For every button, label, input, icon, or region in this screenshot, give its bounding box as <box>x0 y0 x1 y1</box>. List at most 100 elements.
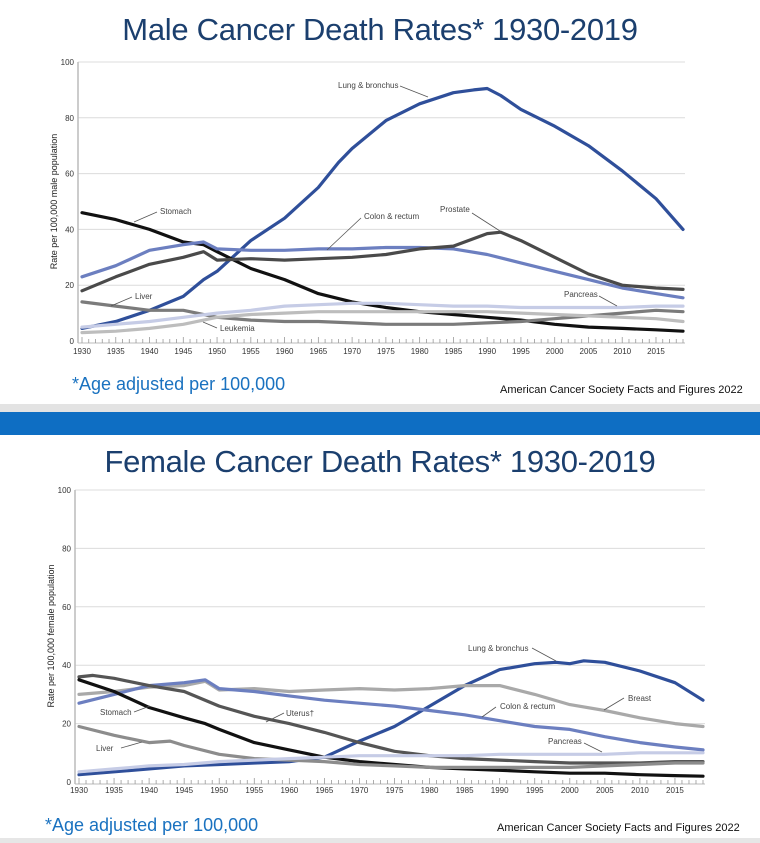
x-tick-label: 1935 <box>105 786 123 795</box>
y-tick-label: 60 <box>65 170 74 179</box>
y-tick-label: 0 <box>67 778 72 787</box>
series-line-pancreas <box>80 301 685 329</box>
female-chart-title: Female Cancer Death Rates* 1930-2019 <box>104 444 656 479</box>
series-line-lung-bronchus <box>77 659 705 777</box>
x-tick-label: 2015 <box>666 786 684 795</box>
x-tick-label: 1955 <box>242 347 260 356</box>
annotation-label: Leukemia <box>220 324 255 333</box>
annotation-leader-line <box>133 705 151 713</box>
x-tick-label: 1995 <box>526 786 544 795</box>
x-tick-label: 2000 <box>546 347 564 356</box>
x-tick-label: 1930 <box>70 786 88 795</box>
bottom-divider <box>0 838 760 843</box>
y-tick-label: 40 <box>65 225 74 234</box>
y-tick-label: 100 <box>58 486 72 495</box>
male-age-adjusted-footnote: *Age adjusted per 100,000 <box>72 374 286 394</box>
series-line-pancreas <box>77 751 705 774</box>
y-tick-label: 60 <box>62 603 71 612</box>
x-tick-label: 1965 <box>315 786 333 795</box>
divider-gray-band <box>0 404 760 412</box>
annotation-leader-line <box>133 211 158 223</box>
annotation-label: Colon & rectum <box>364 212 419 221</box>
female-age-adjusted-footnote: *Age adjusted per 100,000 <box>45 815 259 835</box>
x-tick-label: 1995 <box>512 347 530 356</box>
divider-blue-band <box>0 412 760 435</box>
x-tick-label: 1975 <box>386 786 404 795</box>
x-tick-label: 1960 <box>276 347 294 356</box>
annotation-label: Stomach <box>100 708 132 717</box>
annotation-label: Lung & bronchus <box>338 81 399 90</box>
x-tick-label: 1960 <box>280 786 298 795</box>
x-tick-label: 1935 <box>107 347 125 356</box>
series-line-breast <box>77 679 705 729</box>
y-axis-label: Rate per 100,000 male population <box>49 134 59 270</box>
annotation-label: Liver <box>96 744 114 753</box>
series-line-leukemia <box>80 310 685 335</box>
y-tick-label: 20 <box>65 281 74 290</box>
annotation-leader-line <box>326 217 362 251</box>
x-tick-label: 1980 <box>411 347 429 356</box>
x-tick-label: 1940 <box>141 347 159 356</box>
y-tick-label: 20 <box>62 720 71 729</box>
annotation-leader-line <box>471 212 501 232</box>
annotation-leader-line <box>265 712 285 723</box>
x-tick-label: 1990 <box>478 347 496 356</box>
x-tick-label: 2010 <box>613 347 631 356</box>
y-tick-label: 40 <box>62 661 71 670</box>
annotation-leader-line <box>583 742 603 753</box>
series-line-prostate <box>80 230 685 293</box>
annotation-label: Stomach <box>160 207 192 216</box>
annotation-label: Breast <box>628 694 652 703</box>
x-tick-label: 1950 <box>208 347 226 356</box>
x-tick-label: 1975 <box>377 347 395 356</box>
annotation-label: Lung & bronchus <box>468 644 529 653</box>
x-tick-label: 1980 <box>421 786 439 795</box>
x-tick-label: 1930 <box>73 347 91 356</box>
annotation-label: Uterus† <box>286 709 314 718</box>
x-tick-label: 1945 <box>175 786 193 795</box>
series-line-uterus <box>77 673 705 765</box>
x-tick-label: 1955 <box>245 786 263 795</box>
y-axis-label: Rate per 100,000 female population <box>46 564 56 707</box>
annotation-leader-line <box>399 85 429 98</box>
annotation-label: Colon & rectum <box>500 702 555 711</box>
annotation-label: Liver <box>135 292 153 301</box>
annotation-leader-line <box>603 697 625 711</box>
series-line-colon-rectum <box>80 240 685 300</box>
male-chart-title: Male Cancer Death Rates* 1930-2019 <box>122 12 638 47</box>
x-tick-label: 1985 <box>456 786 474 795</box>
x-tick-label: 1940 <box>140 786 158 795</box>
y-tick-label: 0 <box>70 337 75 346</box>
series-line-colon-rectum <box>77 678 705 752</box>
series-line-stomach <box>77 678 705 778</box>
male-death-rate-chart: 0 20 40 60 80 100 1930 1935 1940 1945 1950 1955 1960… <box>49 58 685 356</box>
series-line-liver <box>77 724 705 770</box>
series-line-lung-bronchus <box>80 86 685 330</box>
annotation-leader-line <box>481 706 497 718</box>
annotation-leader-line <box>120 741 143 749</box>
x-tick-label: 1970 <box>351 786 369 795</box>
annotation-label: Prostate <box>440 205 470 214</box>
x-tick-label: 1985 <box>445 347 463 356</box>
y-tick-label: 100 <box>61 58 75 67</box>
x-tick-label: 2015 <box>647 347 665 356</box>
y-tick-label: 80 <box>62 544 71 553</box>
x-tick-label: 1990 <box>491 786 509 795</box>
annotation-leader-line <box>110 296 133 307</box>
x-tick-label: 2010 <box>631 786 649 795</box>
y-tick-label: 80 <box>65 114 74 123</box>
female-source-credit: American Cancer Society Facts and Figure… <box>497 822 740 834</box>
x-tick-label: 2000 <box>561 786 579 795</box>
x-tick-label: 2005 <box>580 347 598 356</box>
annotation-leader-line <box>598 295 618 307</box>
x-tick-label: 1950 <box>210 786 228 795</box>
male-source-credit: American Cancer Society Facts and Figure… <box>500 384 743 396</box>
x-tick-label: 2005 <box>596 786 614 795</box>
x-tick-label: 1965 <box>309 347 327 356</box>
x-tick-label: 1945 <box>174 347 192 356</box>
annotation-label: Pancreas <box>548 737 582 746</box>
annotation-leader-line <box>531 647 557 662</box>
x-tick-label: 1970 <box>343 347 361 356</box>
annotation-leader-line <box>202 321 218 329</box>
